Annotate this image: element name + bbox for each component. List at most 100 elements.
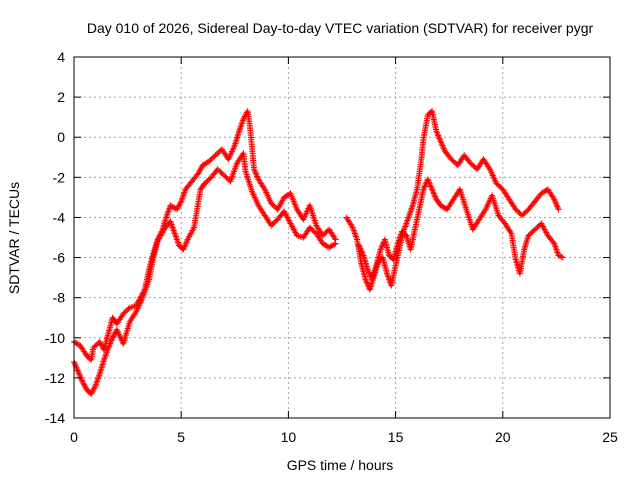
data-point [78, 377, 85, 384]
data-point [173, 206, 180, 213]
data-point [432, 193, 439, 200]
data-point [434, 131, 441, 138]
data-point [91, 385, 98, 392]
data-point [88, 389, 95, 396]
data-point [427, 183, 434, 190]
data-point [421, 184, 428, 191]
data-point [96, 338, 103, 345]
data-point [429, 186, 436, 193]
y-tick-label: -2 [53, 169, 66, 185]
y-tick-label: -12 [45, 370, 65, 386]
data-point [359, 251, 366, 258]
x-tick-label: 10 [281, 429, 297, 445]
data-point [428, 184, 435, 191]
data-point [555, 206, 562, 213]
data-point [421, 183, 428, 190]
data-point [438, 139, 445, 146]
data-point [175, 203, 182, 210]
x-axis-label: GPS time / hours [287, 457, 394, 473]
data-point [348, 223, 355, 230]
x-tick-label: 25 [602, 429, 618, 445]
y-tick-label: 2 [57, 89, 65, 105]
y-tick-label: -4 [53, 209, 66, 225]
y-tick-label: 4 [57, 49, 65, 65]
data-point [440, 143, 447, 150]
data-point [79, 378, 86, 385]
data-point [439, 142, 446, 149]
y-tick-label: -6 [53, 250, 66, 266]
data-point [507, 229, 514, 236]
data-point [74, 367, 81, 374]
data-point [438, 141, 445, 148]
data-point [559, 254, 566, 261]
data-point [180, 245, 187, 252]
data-point [251, 167, 258, 174]
data-point [430, 189, 437, 196]
data-point [556, 253, 563, 260]
y-axis-label: SDTVAR / TECUs [6, 182, 22, 294]
y-tick-label: -10 [45, 330, 65, 346]
data-point [436, 135, 443, 142]
data-point [88, 390, 95, 397]
x-tick-label: 5 [177, 429, 185, 445]
x-tick-label: 0 [70, 429, 78, 445]
data-point [82, 384, 89, 391]
data-point [254, 173, 261, 180]
data-point [198, 164, 205, 171]
data-point [197, 166, 204, 173]
data-point [109, 334, 116, 341]
data-point [362, 276, 369, 283]
data-point [183, 239, 190, 246]
data-point [110, 333, 117, 340]
data-point [332, 240, 339, 247]
data-point [356, 242, 363, 249]
data-point [377, 246, 384, 253]
data-point [91, 384, 98, 391]
data-point [363, 279, 370, 286]
data-point [182, 240, 189, 247]
data-point [182, 242, 189, 249]
data-point [552, 199, 559, 206]
data-point [358, 248, 365, 255]
data-point [551, 196, 558, 203]
data-point [176, 201, 183, 208]
y-tick-label: -8 [53, 290, 66, 306]
data-point [558, 253, 565, 260]
data-point [437, 138, 444, 145]
data-point [554, 204, 561, 211]
data-point [74, 366, 81, 373]
data-point [75, 368, 82, 375]
data-point [555, 252, 562, 259]
data-point [331, 241, 338, 248]
data-point [365, 269, 372, 276]
data-point [89, 388, 96, 395]
data-point [75, 370, 82, 377]
data-point [426, 180, 433, 187]
data-point [105, 344, 112, 351]
data-point [366, 270, 373, 277]
y-tick-label: -14 [45, 410, 65, 426]
data-point [551, 197, 558, 204]
data-point [71, 360, 78, 367]
data-point [177, 199, 184, 206]
data-point [427, 182, 434, 189]
data-point [253, 172, 260, 179]
data-point [176, 202, 183, 209]
data-point [432, 194, 439, 201]
x-tick-label: 20 [495, 429, 511, 445]
data-point [431, 192, 438, 199]
data-point [364, 266, 371, 273]
data-point [106, 341, 113, 348]
data-point [430, 190, 437, 197]
data-point [80, 380, 87, 387]
data-point [105, 343, 112, 350]
y-tick-label: 0 [57, 129, 65, 145]
data-point [76, 371, 83, 378]
data-point [180, 246, 187, 253]
data-point [553, 202, 560, 209]
data-points [71, 108, 566, 397]
data-point [440, 145, 447, 152]
data-point [425, 177, 432, 184]
data-point [429, 187, 436, 194]
data-point [78, 376, 85, 383]
